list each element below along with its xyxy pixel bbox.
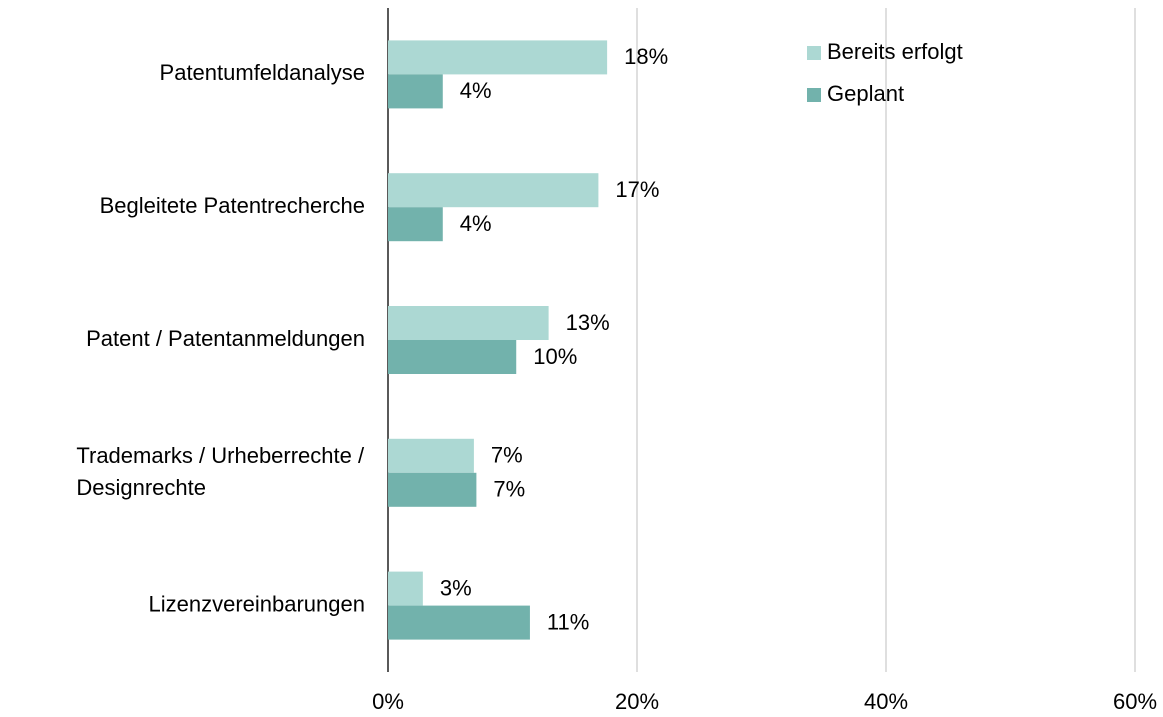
bar <box>388 74 443 109</box>
legend-label: Bereits erfolgt <box>827 39 963 64</box>
category-label: Patent / Patentanmeldungen <box>86 326 365 351</box>
value-label: 13% <box>566 310 610 335</box>
bar <box>388 173 599 208</box>
bar <box>388 306 549 340</box>
x-tick-label: 40% <box>864 689 908 714</box>
legend-swatch <box>807 88 821 102</box>
category-label: Patentumfeldanalyse <box>160 60 365 85</box>
x-tick-label: 0% <box>372 689 404 714</box>
value-label: 4% <box>460 78 492 103</box>
x-tick-label: 60% <box>1113 689 1157 714</box>
bar <box>388 605 530 640</box>
bar <box>388 438 474 473</box>
bar <box>388 340 517 374</box>
bar <box>388 472 477 507</box>
bar <box>388 571 423 606</box>
legend-label: Geplant <box>827 81 904 106</box>
value-label: 7% <box>491 443 523 468</box>
bar <box>388 40 608 75</box>
category-label: Lizenzvereinbarungen <box>149 591 366 616</box>
value-label: 11% <box>547 609 589 634</box>
category-label: Trademarks / Urheberrechte / Designrechte <box>76 443 365 500</box>
value-label: 18% <box>624 44 668 69</box>
value-label: 3% <box>440 575 472 600</box>
bar <box>388 207 443 242</box>
value-label: 4% <box>460 211 492 236</box>
legend-swatch <box>807 46 821 60</box>
x-tick-label: 20% <box>615 689 659 714</box>
value-label: 17% <box>615 177 659 202</box>
value-label: 10% <box>533 344 577 369</box>
category-label: Begleitete Patentrecherche <box>100 193 365 218</box>
value-label: 7% <box>493 477 525 502</box>
